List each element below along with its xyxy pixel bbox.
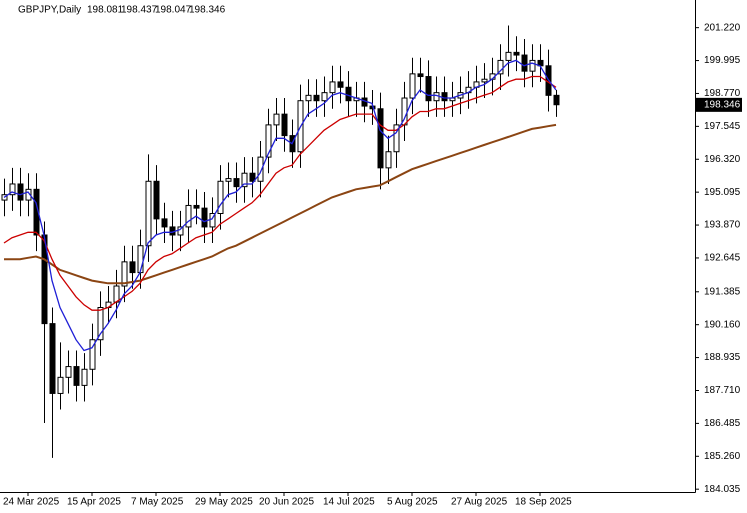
candle-body bbox=[241, 172, 248, 188]
y-tick-label: 190.160 bbox=[704, 319, 741, 330]
candle-body bbox=[113, 285, 120, 303]
candle-body bbox=[153, 180, 160, 220]
y-tick-label: 186.485 bbox=[704, 418, 741, 429]
x-tick-label: 20 Jun 2025 bbox=[259, 497, 314, 508]
candle-body bbox=[265, 124, 272, 158]
candle-body bbox=[345, 86, 352, 102]
candle-body bbox=[73, 366, 80, 386]
y-tick-label: 195.095 bbox=[704, 187, 741, 198]
candle-body bbox=[497, 59, 504, 75]
y-tick-label: 184.035 bbox=[704, 484, 741, 495]
x-tick-label: 14 Jul 2025 bbox=[323, 497, 375, 508]
candle-body bbox=[321, 92, 328, 102]
header-open: 198.081 bbox=[87, 5, 124, 16]
price-label-box bbox=[696, 97, 742, 112]
x-tick-label: 5 Aug 2025 bbox=[387, 497, 438, 508]
candle-body bbox=[553, 94, 560, 106]
y-tick-label: 197.545 bbox=[704, 121, 741, 132]
candle-body bbox=[281, 113, 288, 137]
candle-body bbox=[217, 180, 224, 215]
moving-average bbox=[4, 123, 557, 285]
candle-body bbox=[65, 366, 72, 378]
candle-body bbox=[25, 188, 32, 201]
candle-body bbox=[481, 78, 488, 83]
candle-body bbox=[161, 218, 168, 228]
candle-body bbox=[81, 368, 88, 386]
candle-body bbox=[505, 51, 512, 61]
candle-body bbox=[57, 376, 64, 394]
candle-body bbox=[513, 51, 520, 56]
candle-body bbox=[33, 188, 40, 236]
candle-body bbox=[337, 81, 344, 88]
header-close: 198.346 bbox=[189, 5, 226, 16]
candle-body bbox=[377, 108, 384, 169]
candle-body bbox=[313, 94, 320, 102]
y-tick-label: 187.710 bbox=[704, 385, 741, 396]
x-tick-label: 18 Sep 2025 bbox=[515, 497, 572, 508]
candle-body bbox=[17, 183, 24, 201]
y-tick-label: 199.995 bbox=[704, 55, 741, 66]
candle-body bbox=[273, 113, 280, 126]
candle-body bbox=[249, 172, 256, 182]
symbol: GBPJPY,Daily bbox=[18, 5, 81, 16]
candle-body bbox=[185, 204, 192, 228]
candle-body bbox=[129, 261, 136, 274]
candle-body bbox=[385, 151, 392, 169]
candle-body bbox=[257, 156, 264, 182]
candle-body bbox=[393, 124, 400, 153]
moving-average bbox=[3, 75, 557, 311]
candle-body bbox=[329, 81, 336, 94]
candle-body bbox=[97, 307, 104, 341]
candle-body bbox=[233, 178, 240, 188]
candle-body bbox=[89, 339, 96, 370]
x-tick-label: 29 May 2025 bbox=[195, 497, 253, 508]
candle-body bbox=[201, 207, 208, 228]
candle-body bbox=[521, 54, 528, 72]
candle-body bbox=[49, 323, 56, 394]
y-tick-label: 191.385 bbox=[704, 286, 741, 297]
x-tick-label: 24 Mar 2025 bbox=[3, 497, 60, 508]
y-tick-label: 193.870 bbox=[704, 220, 741, 231]
y-tick-label: 201.220 bbox=[704, 22, 741, 33]
x-tick-label: 7 May 2025 bbox=[131, 497, 184, 508]
x-tick-label: 27 Aug 2025 bbox=[451, 497, 508, 508]
x-tick-label: 15 Apr 2025 bbox=[67, 497, 121, 508]
candle-body bbox=[425, 76, 432, 102]
candle-body bbox=[193, 204, 200, 209]
price-label: 198.346 bbox=[704, 99, 741, 110]
y-tick-label: 185.260 bbox=[704, 451, 741, 462]
candle-body bbox=[9, 183, 16, 196]
candle-body bbox=[417, 73, 424, 78]
candle-body bbox=[305, 94, 312, 102]
candle-body bbox=[409, 73, 416, 99]
y-tick-label: 188.935 bbox=[704, 352, 741, 363]
candle-body bbox=[529, 59, 536, 72]
candle-body bbox=[121, 261, 128, 287]
y-tick-label: 192.645 bbox=[704, 253, 741, 264]
y-tick-label: 198.770 bbox=[704, 88, 741, 99]
moving-average bbox=[3, 59, 557, 352]
candle-body bbox=[441, 92, 448, 102]
y-tick-label: 196.320 bbox=[704, 154, 741, 165]
header-low: 198.047 bbox=[155, 5, 192, 16]
candle-body bbox=[225, 178, 232, 182]
candle-body bbox=[145, 180, 152, 247]
header-high: 198.437 bbox=[121, 5, 158, 16]
